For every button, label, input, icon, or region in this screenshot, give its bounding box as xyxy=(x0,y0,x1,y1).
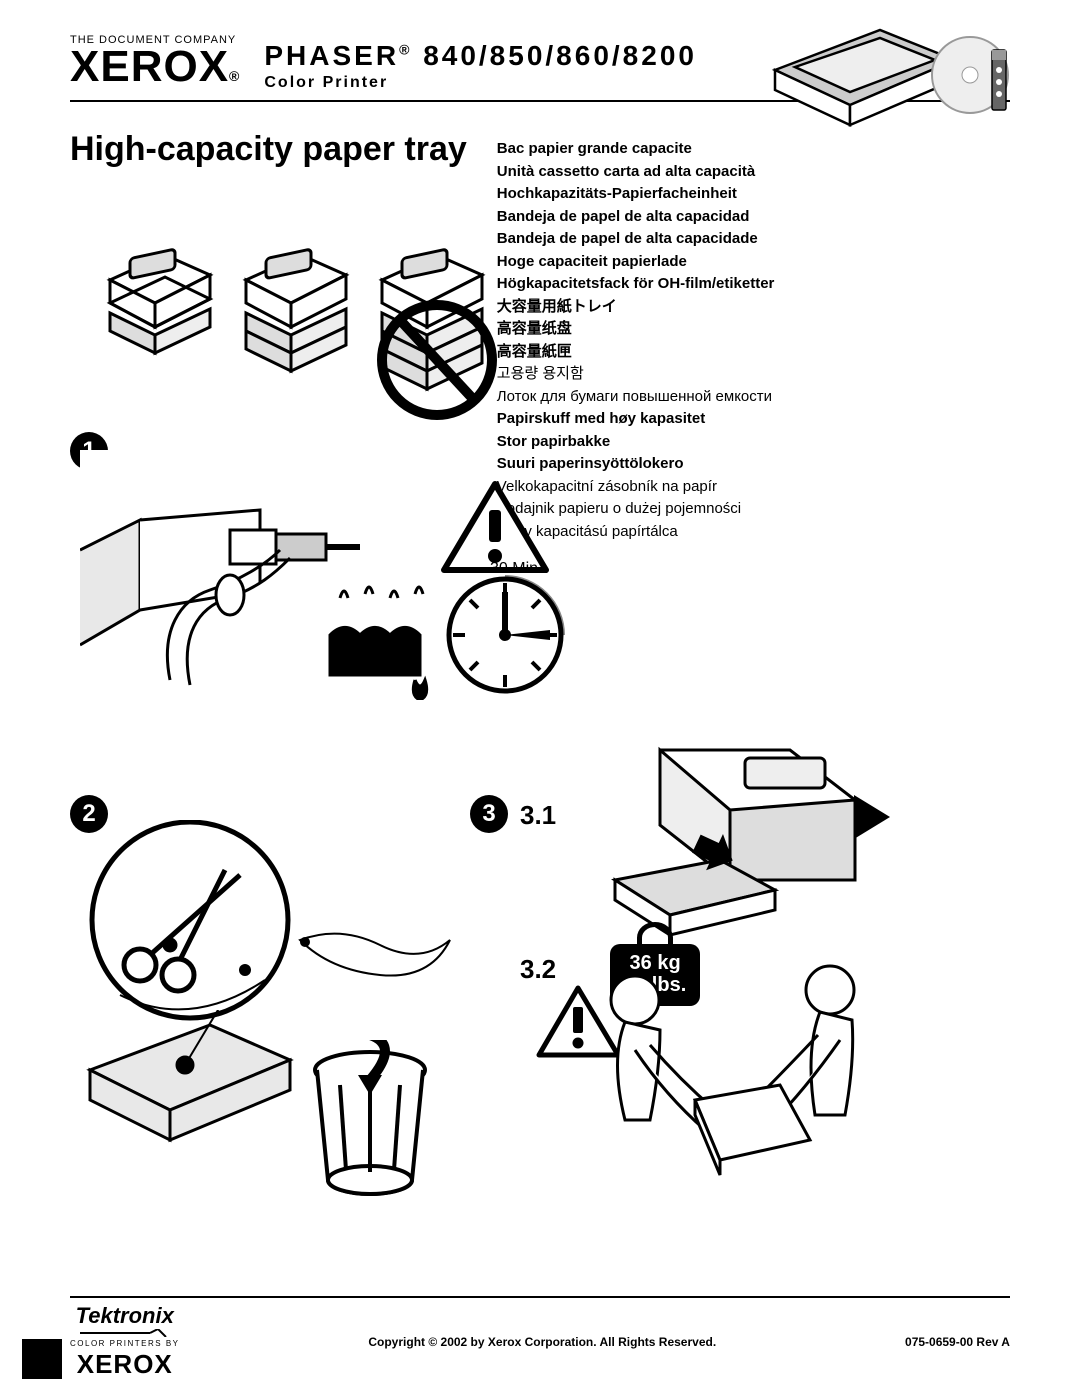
hero-tray-illustration xyxy=(760,20,1010,145)
step-3-2-label: 3.2 xyxy=(520,954,556,985)
color-printers-by: COLOR PRINTERS BY xyxy=(70,1340,180,1349)
step-3-badge: 3 xyxy=(470,795,508,833)
xerox-footer-logo: XEROX xyxy=(70,1350,180,1379)
translation-item: Лоток для бумаги повышенной емкости xyxy=(497,386,1010,409)
translation-item: Velkokapacitní zásobník na papír xyxy=(497,476,1010,499)
printer-3tray-prohibited-icon xyxy=(372,225,512,435)
printer-1tray-icon xyxy=(100,225,220,395)
printer-config-row xyxy=(100,225,512,435)
trash-can-icon xyxy=(300,1040,440,1200)
ink-cooling-icon xyxy=(320,580,440,700)
translation-item: 大容量用紙トレイ xyxy=(497,296,1010,319)
translation-item: Papirskuff med høy kapasitet xyxy=(497,408,1010,431)
two-person-lift-illustration xyxy=(580,950,900,1180)
translations-list: Bac papier grande capaciteUnità cassetto… xyxy=(497,130,1010,543)
translation-item: Nagy kapacitású papírtálca xyxy=(497,521,1010,544)
translation-item: Hoge capaciteit papierlade xyxy=(497,251,1010,274)
reg-mark: ® xyxy=(229,68,240,84)
translation-item: Hochkapazitäts-Papierfacheinheit xyxy=(497,183,1010,206)
translation-item: Podajnik papieru o dużej pojemności xyxy=(497,498,1010,521)
xerox-wordmark: XEROX xyxy=(70,42,229,91)
reg-sup: ® xyxy=(399,42,412,58)
translation-item: Unità cassetto carta ad alta capacità xyxy=(497,161,1010,184)
step-3-1-label: 3.1 xyxy=(520,800,556,831)
translation-item: 高容量纸盘 xyxy=(497,318,1010,341)
translation-item: Högkapacitetsfack för OH-film/etiketter xyxy=(497,273,1010,296)
insert-tray-illustration xyxy=(560,740,860,950)
copyright-text: Copyright © 2002 by Xerox Corporation. A… xyxy=(368,1335,716,1349)
printer-2tray-icon xyxy=(236,225,356,415)
translation-item: Stor papirbakke xyxy=(497,431,1010,454)
document-header: THE DOCUMENT COMPANY XEROX® PHASER® 840/… xyxy=(70,30,1010,102)
tektronix-block: Tektronix COLOR PRINTERS BY XEROX xyxy=(70,1304,180,1379)
tektronix-underline-icon xyxy=(80,1329,170,1337)
model-numbers: 840/850/860/8200 xyxy=(423,40,697,71)
translation-item: Bandeja de papel de alta capacidad xyxy=(497,206,1010,229)
part-number: 075-0659-00 Rev A xyxy=(905,1335,1010,1349)
step-3-number: 3 xyxy=(470,795,508,833)
translation-item: Bandeja de papel de alta capacidade xyxy=(497,228,1010,251)
footer-left: Tektronix COLOR PRINTERS BY XEROX xyxy=(70,1304,180,1379)
clock-30min-icon xyxy=(430,570,580,700)
registration-mark xyxy=(22,1339,62,1379)
document-title: High-capacity paper tray xyxy=(70,130,467,169)
unplug-illustration xyxy=(80,450,360,690)
document-footer: Tektronix COLOR PRINTERS BY XEROX Copyri… xyxy=(70,1296,1010,1379)
xerox-logo-block: THE DOCUMENT COMPANY XEROX® xyxy=(70,30,240,88)
xerox-logo: XEROX® xyxy=(70,46,240,88)
tie-discard-icon xyxy=(290,920,460,1040)
translation-item: 高容量紙匣 xyxy=(497,341,1010,364)
tektronix-logo: Tektronix xyxy=(70,1304,180,1328)
tray-unwrap-illustration xyxy=(80,1010,300,1160)
phaser-word: PHASER xyxy=(264,40,399,71)
translation-item: Suuri paperinsyöttölokero xyxy=(497,453,1010,476)
translation-item: 고용량 용지함 xyxy=(497,363,1010,386)
